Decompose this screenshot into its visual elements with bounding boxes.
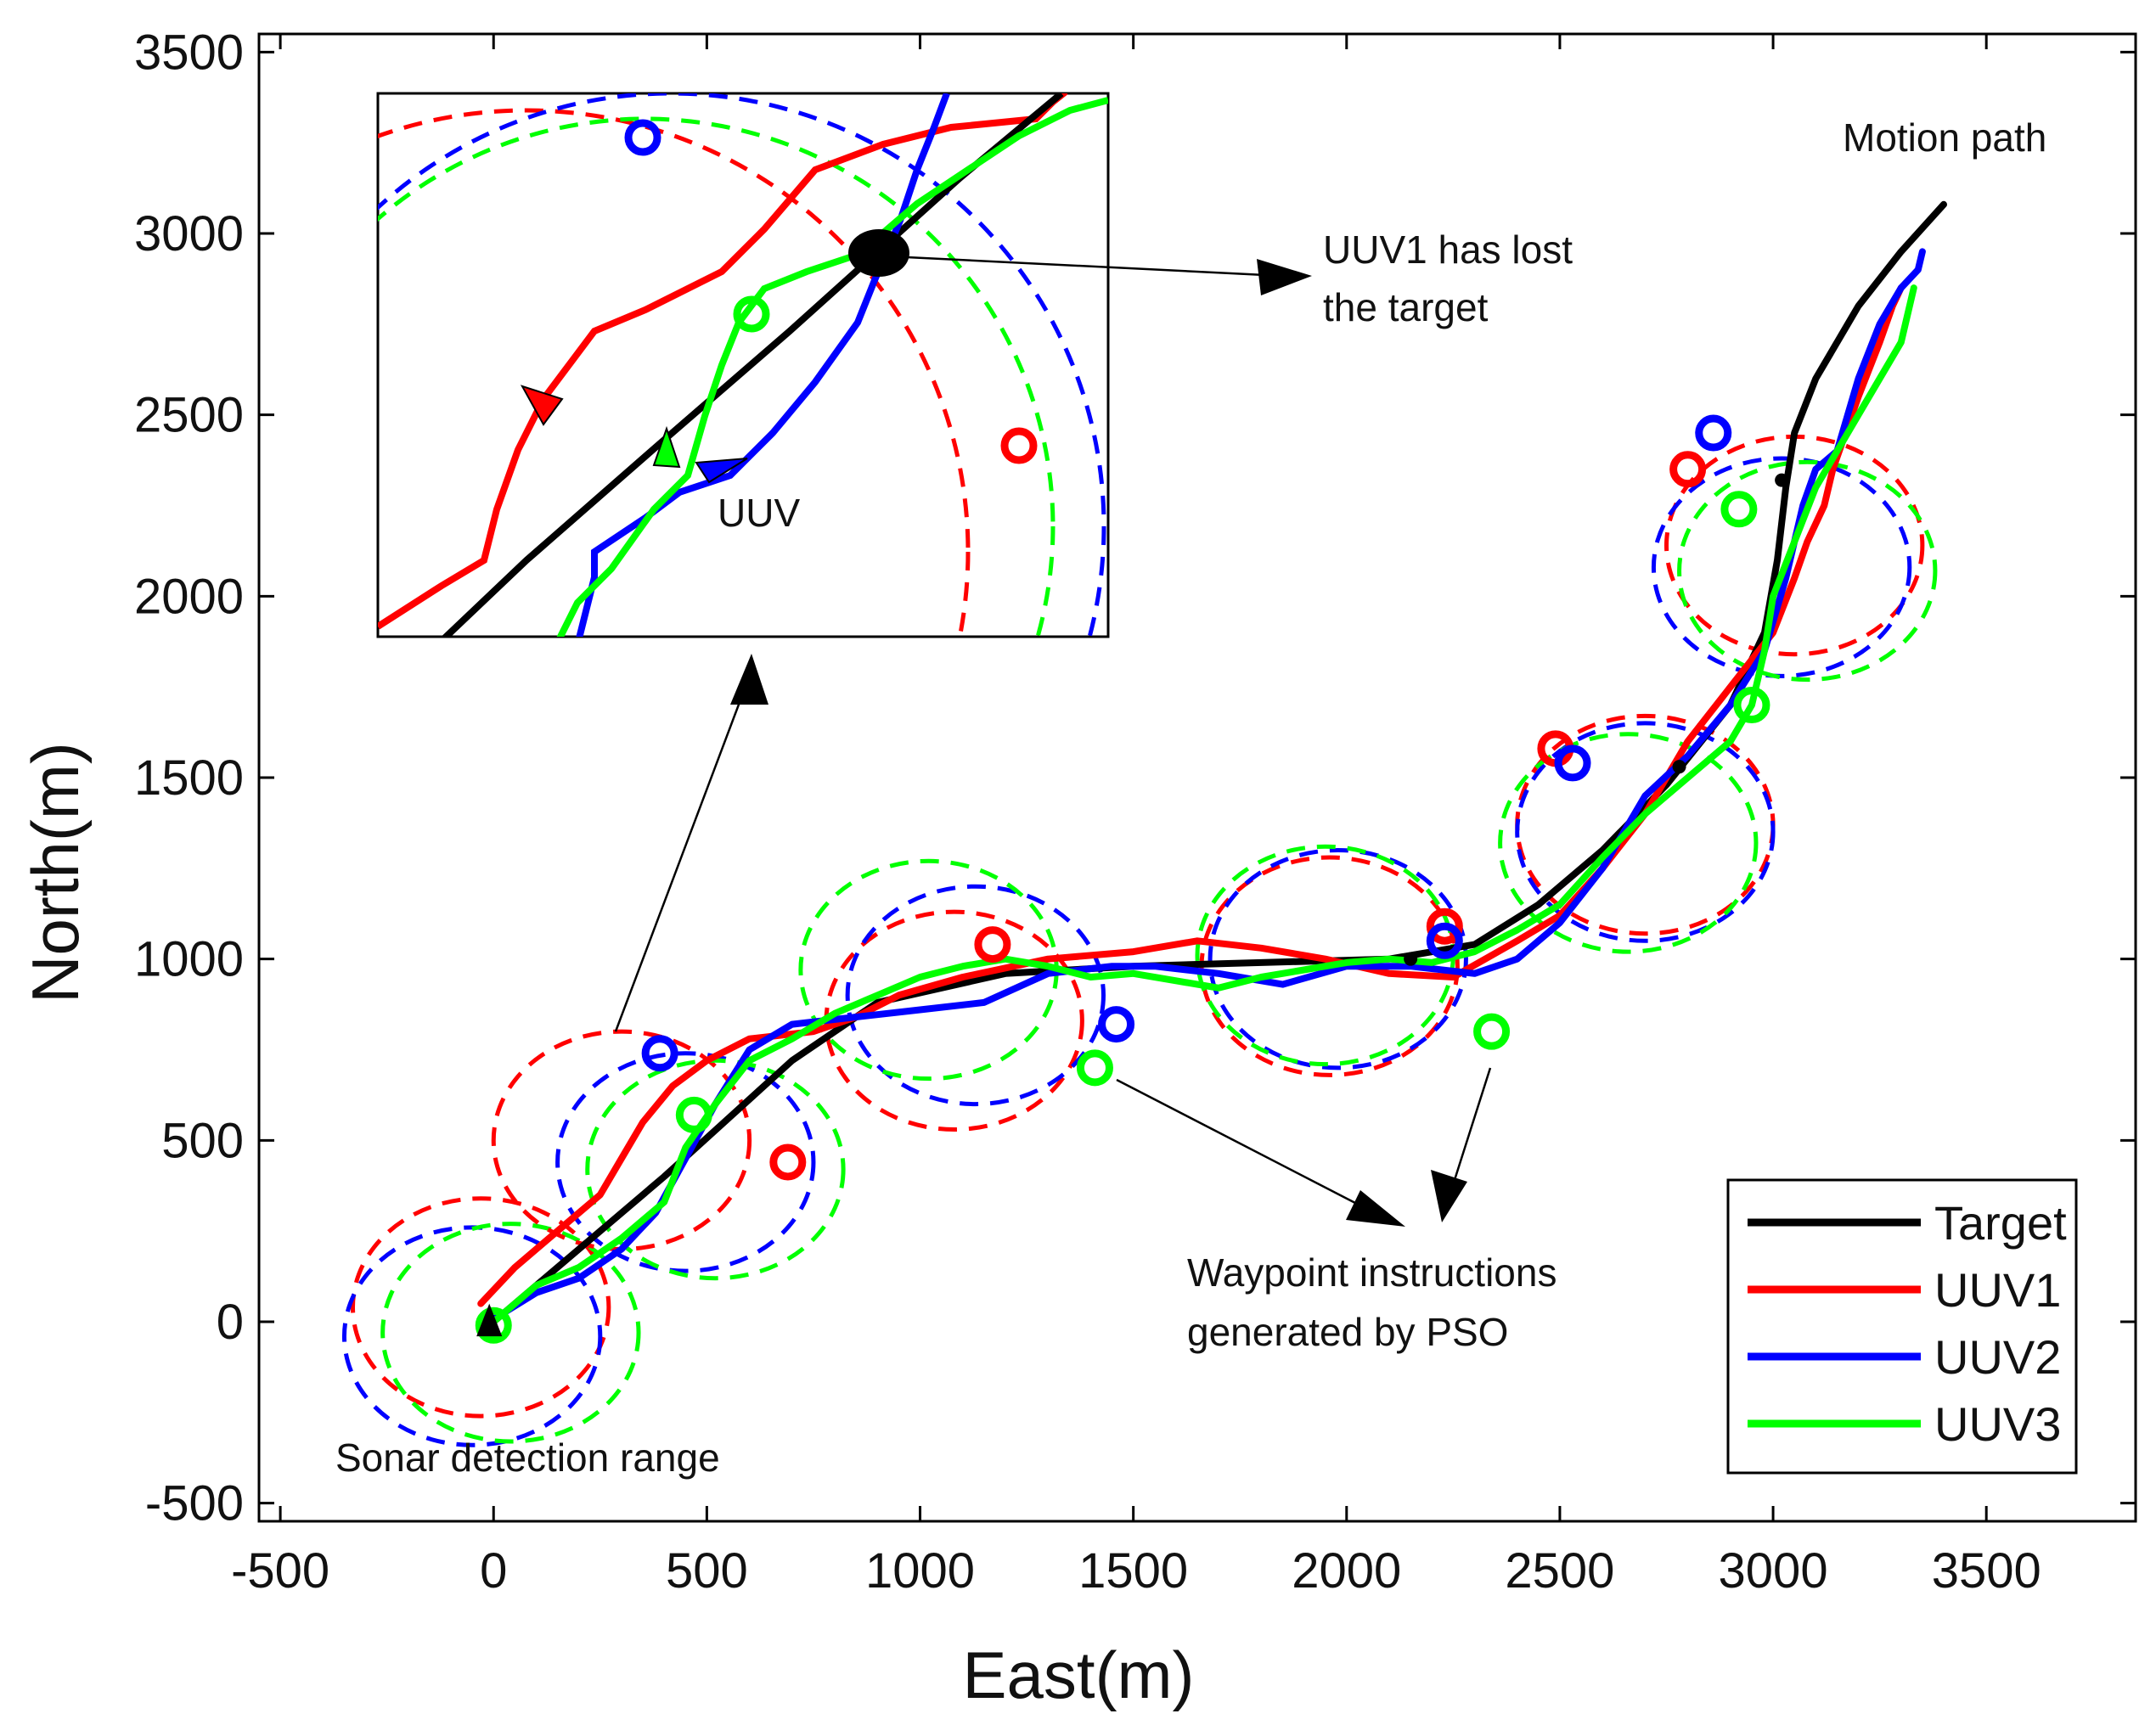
sonar-range-circle-5 xyxy=(585,1058,846,1281)
inset-content xyxy=(378,93,1108,637)
inset-sonar-blue xyxy=(378,93,1106,637)
uuv3-path xyxy=(490,284,1917,1325)
y-tick-label: 500 xyxy=(161,1113,244,1168)
sonar-range-circle-4 xyxy=(555,1051,816,1273)
waypoint-marker-8 xyxy=(1473,1013,1511,1050)
sonar-range-circle-16 xyxy=(1651,456,1912,678)
arrowhead-to-inset xyxy=(730,654,768,705)
inset-waypoint-red xyxy=(1000,427,1038,464)
y-axis-label: North(m) xyxy=(18,742,93,1003)
waypoint-marker-5 xyxy=(1076,1049,1113,1087)
y-tick-label: 2000 xyxy=(134,569,244,624)
x-tick-label: 1000 xyxy=(865,1543,975,1599)
sonar-range-circle-0 xyxy=(351,1196,611,1419)
arrowhead-waypoint-1 xyxy=(1346,1190,1405,1227)
legend-label-uuv3: UUV3 xyxy=(1934,1397,2061,1451)
y-tick-label: -500 xyxy=(145,1476,244,1531)
waypoint-marker-14 xyxy=(1720,491,1758,528)
sonar-range-circle-7 xyxy=(845,884,1106,1107)
uuv1-path xyxy=(477,284,1905,1307)
inset-uuv3-path xyxy=(556,97,1108,637)
target-marker-1 xyxy=(1672,760,1686,774)
x-tick-label: 0 xyxy=(480,1543,507,1599)
x-tick-label: 1500 xyxy=(1078,1543,1188,1599)
annotation-uuv: UUV xyxy=(718,491,800,535)
legend-label-target: Target xyxy=(1934,1196,2067,1250)
arrowhead-lost-target xyxy=(1257,259,1312,295)
waypoint-marker-7 xyxy=(1426,922,1463,959)
inset-waypoint-green xyxy=(733,295,770,333)
waypoint-marker-12 xyxy=(1669,451,1707,488)
y-tick-label: 1000 xyxy=(134,932,244,987)
waypoint-marker-10 xyxy=(1554,745,1591,782)
x-tick-label: 3000 xyxy=(1719,1543,1828,1599)
sonar-range-circle-10 xyxy=(1207,847,1468,1070)
annotation-waypoint-line2: generated by PSO xyxy=(1187,1310,1508,1354)
inset-sonar-green xyxy=(378,116,1055,637)
inset-uuv2-path xyxy=(576,93,950,637)
inset-uuv1-arrowhead xyxy=(520,385,564,426)
annotation-waypoint-line1: Waypoint instructions xyxy=(1187,1250,1556,1295)
annotation-lost-target-line2: the target xyxy=(1323,285,1489,329)
inset-waypoint-blue xyxy=(624,119,661,156)
sonar-range-circle-14 xyxy=(1498,732,1759,954)
y-tick-label: 1500 xyxy=(134,750,244,806)
x-tick-label: -500 xyxy=(231,1543,329,1599)
waypoint-marker-2 xyxy=(675,1096,712,1133)
arrowhead-waypoint-2 xyxy=(1431,1170,1467,1222)
waypoint-marker-11 xyxy=(1733,687,1770,724)
annotation-lost-target-line1: UUV1 has lost xyxy=(1323,228,1573,272)
y-tick-label: 3500 xyxy=(134,25,244,80)
target-path xyxy=(490,200,1947,1325)
waypoint-marker-13 xyxy=(1695,414,1732,452)
inset-uuv3-arrowhead xyxy=(652,425,681,469)
arrow-to-inset xyxy=(614,670,753,1032)
legend: Target UUV1 UUV2 UUV3 xyxy=(1726,1178,2078,1475)
waypoint-marker-0 xyxy=(769,1143,807,1181)
inset-lost-target-marker xyxy=(848,229,909,277)
sonar-range-circle-17 xyxy=(1677,459,1938,683)
waypoint-marker-6 xyxy=(1426,907,1463,945)
inset-zoom-box xyxy=(376,92,1110,638)
annotation-sonar-range: Sonar detection range xyxy=(335,1436,720,1480)
sonar-range-circle-2 xyxy=(380,1222,641,1444)
waypoint-marker-3 xyxy=(974,926,1011,964)
annotation-motion-path: Motion path xyxy=(1843,115,2046,160)
inset-uuv1-path xyxy=(378,93,1068,630)
legend-label-uuv2: UUV2 xyxy=(1934,1330,2061,1384)
target-marker-2 xyxy=(1775,473,1789,487)
x-axis-label: East(m) xyxy=(963,1638,1195,1712)
arrow-waypoint-1 xyxy=(1116,1078,1381,1217)
legend-label-uuv1: UUV1 xyxy=(1934,1263,2061,1317)
sonar-range-circle-13 xyxy=(1515,721,1776,943)
x-tick-label: 3500 xyxy=(1932,1543,2041,1599)
axis-ticks: -500 0 500 1000 1500 2000 2500 3000 3500 -500 0 500… xyxy=(134,25,2137,1599)
waypoint-marker-1 xyxy=(641,1035,678,1072)
x-tick-label: 500 xyxy=(666,1543,748,1599)
inset-uuv2-arrowhead xyxy=(695,458,748,484)
waypoint-marker-4 xyxy=(1098,1006,1135,1043)
arrow-lost-target xyxy=(906,256,1283,278)
plot-area xyxy=(341,92,1947,1447)
target-marker-0 xyxy=(1404,952,1418,966)
waypoint-marker-15 xyxy=(475,1306,512,1344)
y-tick-label: 2500 xyxy=(134,388,244,443)
x-tick-label: 2500 xyxy=(1505,1543,1614,1599)
start-marker xyxy=(476,1303,503,1337)
x-tick-label: 2000 xyxy=(1292,1543,1401,1599)
y-tick-label: 3000 xyxy=(134,206,244,261)
inset-sonar-red xyxy=(378,108,971,637)
y-tick-label: 0 xyxy=(217,1295,244,1350)
